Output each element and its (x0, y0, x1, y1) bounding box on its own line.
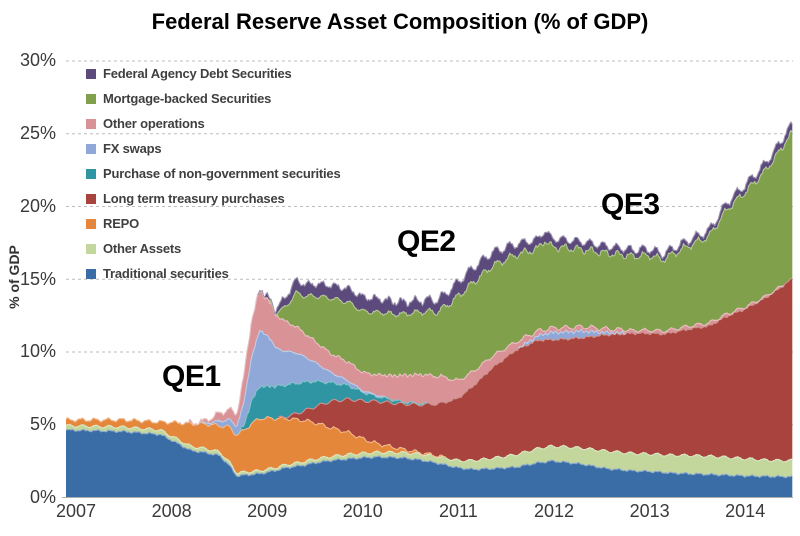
area-repo (66, 416, 793, 475)
x-tick-2014: 2014 (725, 501, 766, 521)
area-series (66, 121, 793, 497)
annotation-qe1: QE1 (162, 360, 221, 393)
edge (65, 428, 793, 479)
edge (236, 379, 428, 435)
edge (269, 129, 793, 318)
area-long-term-treasury-purchases (66, 278, 793, 463)
y-tick-30%: 30% (19, 50, 56, 71)
y-tick-15%: 15% (19, 268, 56, 289)
x-tick-2010: 2010 (342, 501, 383, 521)
page-title: Federal Reserve Asset Composition (% of … (151, 9, 649, 34)
x-tick-2013: 2013 (629, 501, 670, 521)
edge (183, 285, 784, 426)
area-edges (65, 121, 793, 479)
edge (278, 277, 793, 419)
y-tick-20%: 20% (19, 195, 56, 216)
edge (65, 415, 447, 458)
x-tick-2008: 2008 (151, 501, 192, 521)
edge (65, 423, 793, 475)
annotation-qe2: QE2 (397, 225, 456, 258)
area-fx-swaps (66, 278, 793, 436)
edge (199, 328, 627, 428)
y-tick-25%: 25% (19, 123, 56, 144)
area-traditional-securities (66, 429, 793, 497)
x-tick-2009: 2009 (247, 501, 288, 521)
x-tick-2011: 2011 (439, 501, 478, 521)
annotation-qe3: QE3 (601, 188, 660, 221)
x-tick-2007: 2007 (55, 501, 97, 521)
y-tick-5%: 5% (29, 414, 56, 435)
y-tick-0%: 0% (29, 487, 56, 507)
y-tick-10%: 10% (19, 341, 56, 362)
area-other-assets (66, 424, 793, 478)
edge (256, 121, 793, 315)
x-tick-2012: 2012 (533, 501, 575, 521)
area-other-operations (66, 278, 793, 427)
area-mortgage-backed-securities (66, 130, 793, 426)
